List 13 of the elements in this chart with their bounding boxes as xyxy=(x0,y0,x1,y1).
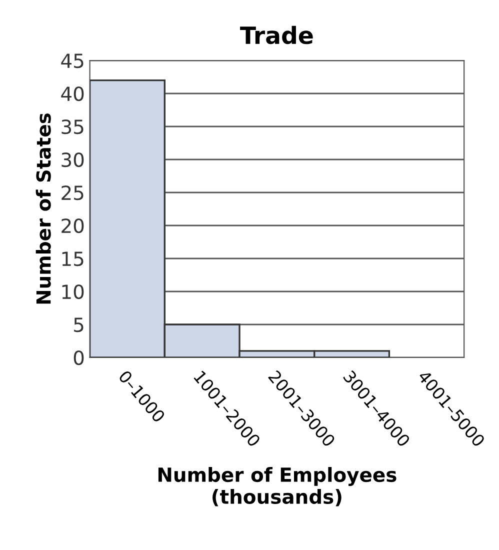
y-tick-label: 25 xyxy=(62,185,84,200)
y-tick-label: 35 xyxy=(62,119,84,134)
y-tick-label: 45 xyxy=(61,54,84,68)
chart-title: Trade xyxy=(240,26,313,44)
y-tick-label: 20 xyxy=(62,218,84,234)
y-tick-label: 40 xyxy=(61,86,84,102)
y-tick-label: 15 xyxy=(62,252,84,266)
y-tick-label: 30 xyxy=(62,152,84,168)
y-tick-label: 5 xyxy=(74,318,84,332)
y-axis-title: Number of States xyxy=(36,113,51,304)
y-tick-label: 10 xyxy=(62,284,84,300)
x-axis-title: Number of Employees (thousands) xyxy=(158,467,396,506)
y-tick-label: 0 xyxy=(74,350,84,366)
